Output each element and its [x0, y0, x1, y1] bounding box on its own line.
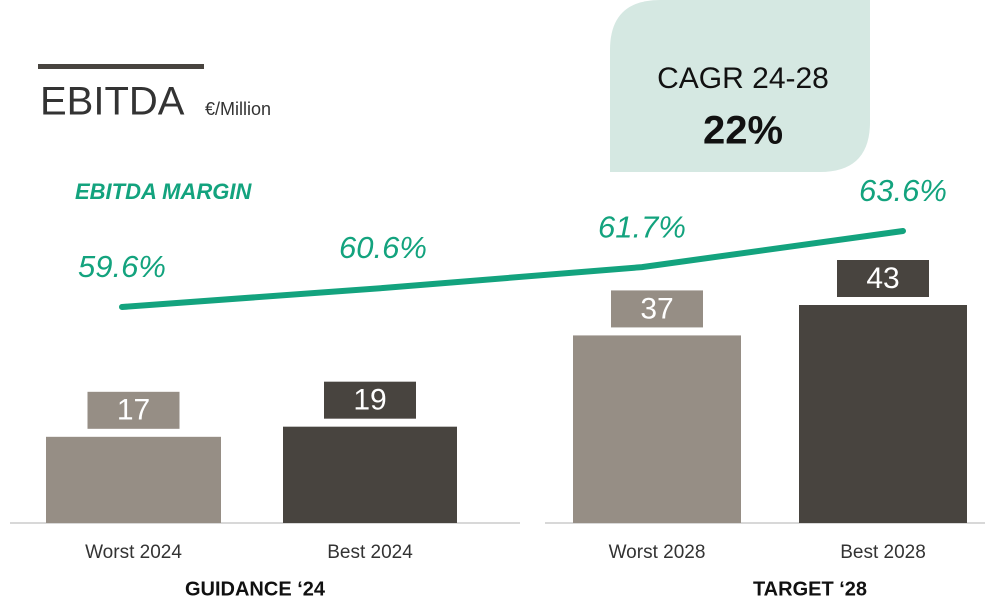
chart-subtitle: €/Million — [205, 99, 271, 119]
value-label: 37 — [640, 292, 673, 325]
chart-title: EBITDA — [40, 80, 185, 124]
line-value-label: 63.6% — [859, 173, 947, 208]
value-label-box — [87, 391, 180, 429]
x-tick-label: Worst 2024 — [85, 542, 182, 563]
bar — [799, 305, 967, 523]
line-value-label: 59.6% — [78, 249, 166, 284]
x-tick-label: Best 2028 — [840, 542, 926, 563]
line-title: EBITDA MARGIN — [75, 179, 253, 204]
value-label: 19 — [353, 384, 386, 417]
margin-line — [119, 228, 906, 310]
bar — [573, 335, 741, 523]
bar — [46, 436, 221, 523]
group-label: TARGET ‘28 — [753, 578, 867, 600]
value-label-box — [611, 290, 703, 328]
value-label: 43 — [866, 262, 899, 295]
value-label-box — [324, 381, 416, 419]
value-label: 17 — [117, 394, 150, 427]
x-tick-label: Best 2024 — [327, 542, 413, 563]
line-value-label: 61.7% — [598, 209, 686, 244]
bar — [283, 426, 457, 523]
value-label-box — [837, 260, 929, 297]
x-tick-label: Worst 2028 — [609, 542, 706, 563]
line-value-label: 60.6% — [339, 230, 427, 265]
cagr-label: CAGR 24-28 — [657, 62, 829, 95]
title-rule — [38, 64, 204, 69]
cagr-box — [610, 0, 870, 172]
group-label: GUIDANCE ‘24 — [185, 578, 326, 600]
cagr-value: 22% — [703, 109, 783, 153]
